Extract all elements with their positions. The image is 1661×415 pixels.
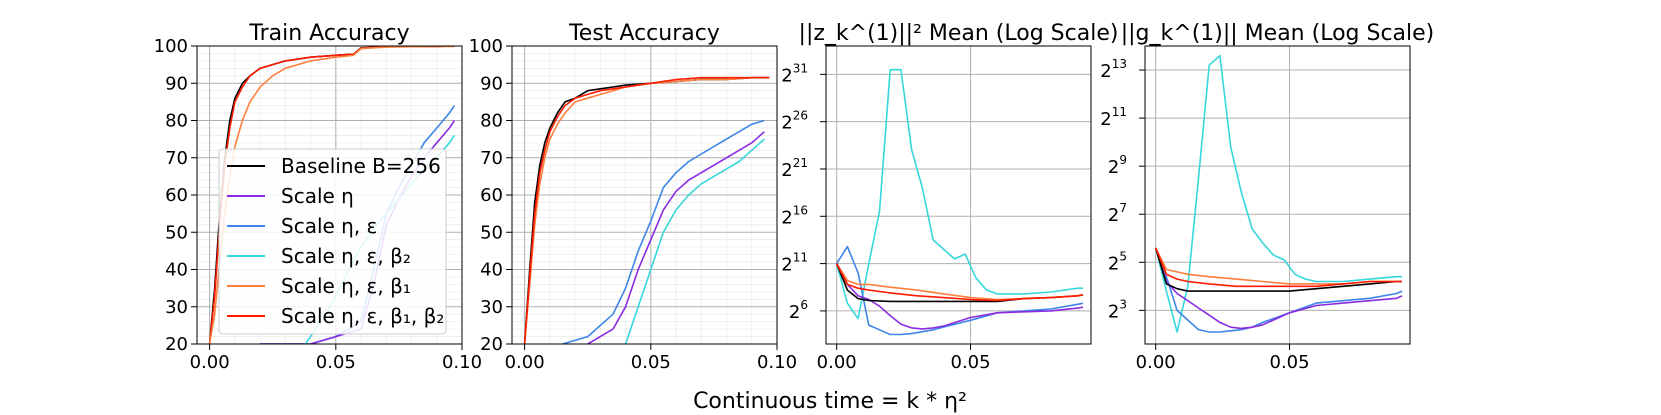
y-tick-label: 50 [480, 222, 503, 243]
series-line-baseline [1154, 247, 1402, 292]
y-tick-label: 221 [781, 156, 808, 181]
series-line-scale_eta_eps_b2 [624, 138, 765, 344]
panel-title: ||z_k^(1)||² Mean (Log Scale) [799, 21, 1119, 46]
y-tick-label: 90 [480, 73, 503, 94]
y-tick-label: 20 [165, 334, 188, 355]
y-tick-label: 90 [165, 73, 188, 94]
y-tick-label: 80 [165, 111, 188, 132]
y-tick-label: 30 [165, 297, 188, 318]
y-tick-label: 231 [781, 61, 808, 86]
x-tick-label: 0.00 [817, 352, 857, 373]
axes-frame [196, 45, 463, 345]
major-grid [1139, 46, 1410, 350]
legend-label: Scale η, ε, β₁ [281, 274, 411, 298]
axes-frame [511, 45, 778, 345]
legend-label: Scale η, ε, β₁, β₂ [281, 304, 444, 328]
x-tick-label: 0.05 [951, 352, 991, 373]
y-tick-label: 23 [1108, 297, 1127, 322]
y-tick-label: 100 [154, 36, 188, 57]
y-tick-label: 211 [1100, 105, 1127, 130]
series-line-scale_eta_eps [1154, 247, 1403, 333]
y-tick-label: 70 [480, 148, 503, 169]
major-grid [506, 45, 778, 350]
axes-frame [1144, 45, 1411, 345]
series-group [1154, 54, 1403, 333]
series-line-scale_eta_eps [836, 245, 1084, 336]
y-tick-label: 211 [781, 251, 808, 276]
series-line-scale_eta [1154, 247, 1403, 330]
y-tick-label: 40 [165, 260, 188, 281]
panel-title: Train Accuracy [248, 21, 409, 46]
series-line-scale_eta_eps_b2 [835, 68, 1083, 320]
x-axis-label: Continuous time = k * η² [693, 389, 967, 414]
series-line-scale_eta [587, 131, 765, 344]
y-tick-label: 226 [781, 109, 808, 134]
y-tick-label: 27 [1108, 201, 1127, 226]
axes-frame [825, 45, 1092, 345]
legend-label: Scale η, ε [281, 214, 377, 238]
series-line-scale_eta_eps_b1 [523, 76, 770, 344]
legend-label: Scale η, ε, β₂ [281, 244, 411, 268]
x-tick-label: 0.05 [316, 352, 356, 373]
legend-box [218, 148, 447, 335]
series-line-scale_eta_eps [562, 119, 765, 344]
y-tick-label: 50 [165, 222, 188, 243]
y-tick-label: 213 [1100, 57, 1127, 82]
y-tick-label: 30 [480, 297, 503, 318]
y-tick-label: 25 [1108, 249, 1127, 274]
y-tick-label: 60 [480, 185, 503, 206]
series-line-scale_eta_eps_b1_b2 [1154, 247, 1402, 288]
x-tick-label: 0.05 [1270, 352, 1310, 373]
x-tick-label: 0.00 [505, 352, 545, 373]
series-group [835, 68, 1084, 336]
y-tick-label: 20 [480, 334, 503, 355]
series-line-scale_eta [835, 263, 1084, 330]
y-tick-label: 26 [789, 298, 808, 323]
x-tick-label: 0.10 [757, 352, 797, 373]
legend: Baseline B=256 Scale η Scale η, ε Scale η, … [218, 148, 447, 335]
y-tick-label: 100 [469, 36, 503, 57]
panel-title: Test Accuracy [568, 21, 720, 46]
x-tick-label: 0.10 [442, 352, 482, 373]
panel-2: 20 30 40 50 60 70 80 90 100 0.00 0.05 0.10 Test Accu… [469, 21, 797, 373]
x-tick-label: 0.05 [631, 352, 671, 373]
y-tick-label: 40 [480, 260, 503, 281]
series-line-scale_eta_eps_b1 [836, 263, 1084, 301]
y-tick-label: 216 [781, 203, 808, 228]
y-tick-label: 60 [165, 185, 188, 206]
series-line-scale_eta_eps_b1 [1154, 247, 1402, 285]
x-tick-label: 0.00 [1136, 352, 1176, 373]
series-group [523, 76, 770, 344]
series-line-scale_eta_eps_b1_b2 [523, 76, 770, 344]
y-tick-label: 29 [1108, 153, 1127, 178]
y-tick-label: 80 [480, 111, 503, 132]
legend-label: Scale η [281, 184, 354, 208]
panel-title: ||g_k^(1)|| Mean (Log Scale) [1121, 21, 1435, 46]
series-line-scale_eta_eps_b2 [1154, 54, 1402, 333]
panel-4: 23 25 27 29 211 213 0.00 0.05 ||g_k^(1)|| Mean (… [1100, 21, 1434, 373]
y-tick-label: 70 [165, 148, 188, 169]
x-tick-label: 0.00 [190, 352, 230, 373]
legend-label: Baseline B=256 [281, 154, 441, 178]
panel-3: 26 211 216 221 226 231 0.00 0.05 ||z_k^(1)||² Me… [781, 21, 1118, 373]
series-line-scale_eta_eps_b1_b2 [835, 263, 1084, 302]
